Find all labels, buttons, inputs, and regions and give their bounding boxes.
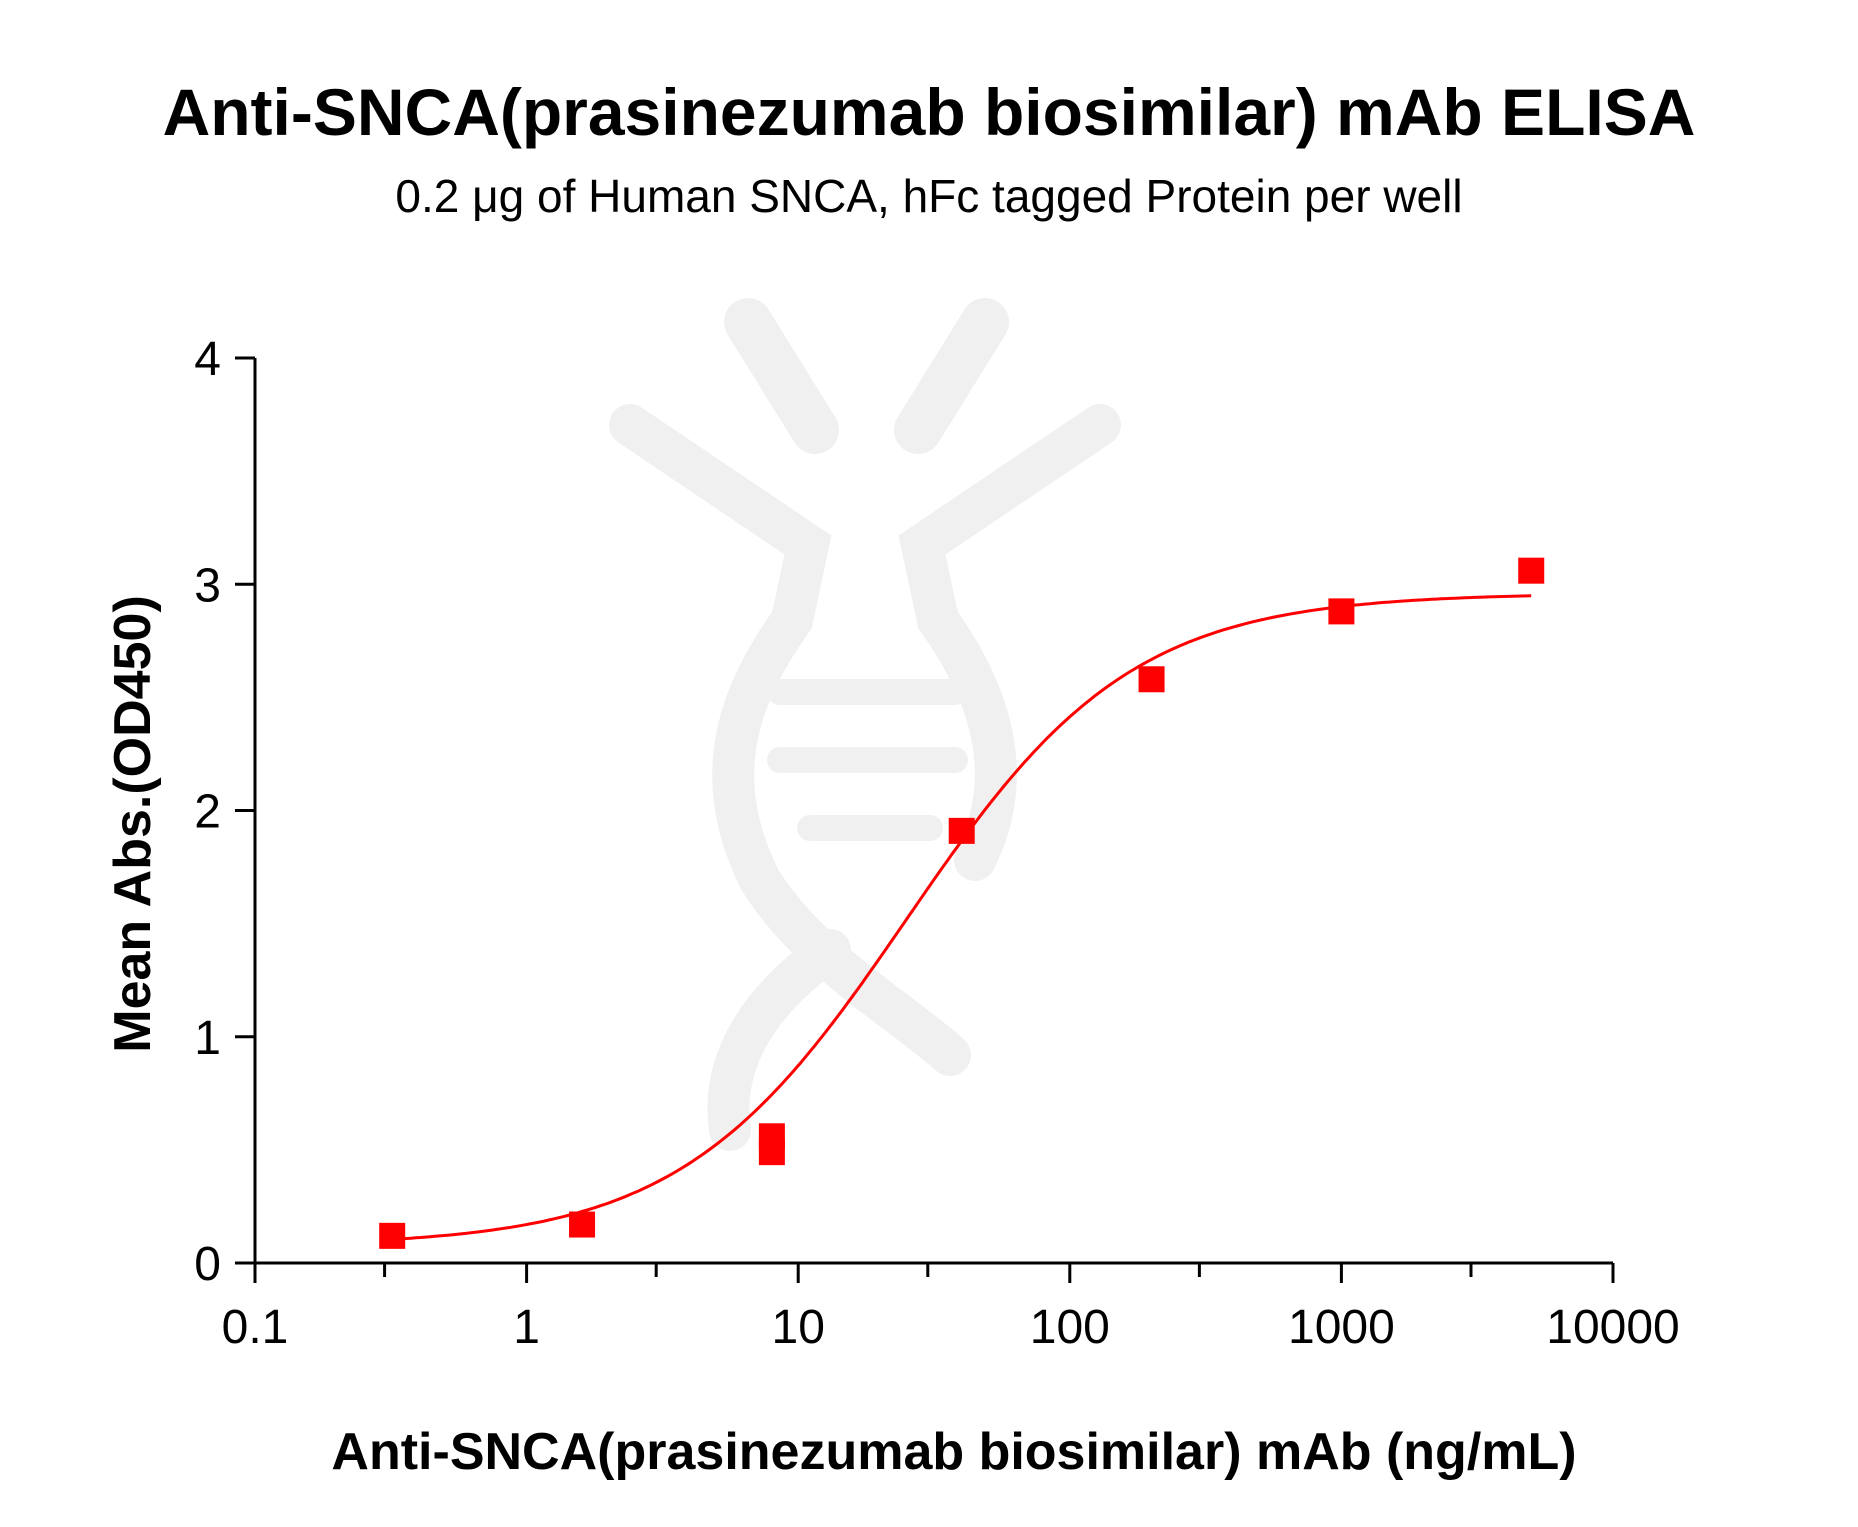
x-tick-label: 1000 xyxy=(1288,1301,1395,1354)
x-tick-label: 10000 xyxy=(1546,1301,1679,1354)
watermark-logo xyxy=(609,298,1121,1151)
x-axis-title: Anti-SNCA(prasinezumab biosimilar) mAb (… xyxy=(331,1423,1576,1481)
data-point xyxy=(758,1123,785,1150)
y-tick-label: 2 xyxy=(194,786,221,839)
x-tick-label: 10 xyxy=(772,1301,825,1354)
data-point xyxy=(379,1222,406,1249)
x-tick-label: 1 xyxy=(513,1301,540,1354)
data-point xyxy=(1518,557,1545,584)
x-tick-label: 100 xyxy=(1030,1301,1110,1354)
x-tick-label: 0.1 xyxy=(222,1301,289,1354)
y-tick-label: 0 xyxy=(194,1238,221,1291)
data-point xyxy=(948,817,975,844)
data-points xyxy=(379,557,1545,1249)
y-axis-title: Mean Abs.(OD450) xyxy=(104,595,162,1053)
chart-title: Anti-SNCA(prasinezumab biosimilar) mAb E… xyxy=(162,75,1696,149)
data-point xyxy=(1328,598,1355,625)
y-tick-label: 4 xyxy=(194,333,221,386)
axes: 0 1 2 3 4 0.1 1 10 100 1000 10000 xyxy=(194,333,1679,1354)
y-tick-label: 1 xyxy=(194,1012,221,1065)
data-point xyxy=(1138,666,1165,693)
chart-subtitle: 0.2 μg of Human SNCA, hFc tagged Protein… xyxy=(395,170,1463,222)
y-tick-label: 3 xyxy=(194,559,221,612)
data-point xyxy=(569,1211,596,1238)
